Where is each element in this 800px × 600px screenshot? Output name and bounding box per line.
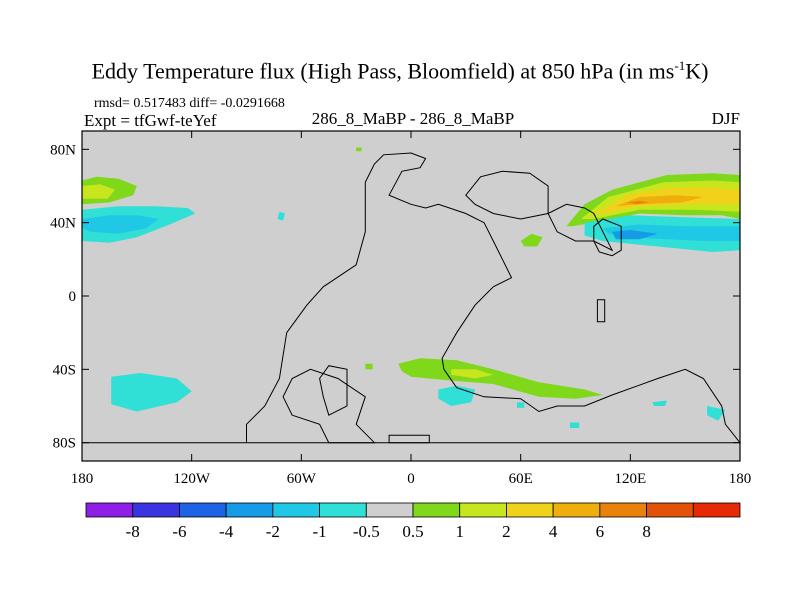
coastline-small-island	[596, 299, 606, 323]
center-label: 286_8_MaBP - 286_8_MaBP	[311, 109, 515, 128]
y-tick-label: 80S	[53, 436, 76, 452]
colorbar-label: 8	[642, 522, 651, 541]
colorbar-box	[506, 502, 554, 518]
colorbar-box	[552, 502, 601, 518]
colorbar-label: 6	[596, 522, 605, 541]
colorbar-box	[599, 502, 647, 518]
colorbar-label: 1	[455, 522, 464, 541]
colorbar-label: -6	[172, 522, 186, 541]
region-arctic-positive-dot	[356, 147, 362, 152]
region-nh-pacific-negative-core	[82, 215, 159, 234]
x-tick-label: 180	[729, 471, 752, 487]
colorbar-box	[225, 502, 274, 518]
y-tick-label: 40N	[50, 216, 76, 232]
region-sh-negative-dot-2	[570, 422, 580, 428]
title-superscript: -1	[674, 58, 686, 73]
colorbar-box	[692, 502, 741, 518]
region-sh-positive-dot	[365, 363, 373, 370]
colorbar-label: -2	[266, 522, 280, 541]
y-tick-label: 80N	[50, 142, 76, 158]
coastline-southern-peninsula	[319, 365, 348, 416]
x-tick-label: 180	[71, 471, 94, 487]
experiment-label: Expt = tfGwf-teYef	[84, 111, 217, 130]
region-nh-small-negative-patch	[277, 211, 285, 221]
region-sh-positive-band	[398, 358, 603, 399]
region-nh-eastern-negative-deep	[612, 230, 658, 240]
colorbar-label: -1	[312, 522, 326, 541]
x-tick-label: 0	[407, 471, 415, 487]
colorbar-box	[85, 502, 134, 518]
title-end: K)	[685, 58, 709, 84]
colorbar-box	[365, 502, 414, 518]
title-main: Eddy Temperature flux (High Pass, Bloomf…	[91, 58, 675, 84]
region-nh-small-positive-patch	[520, 233, 543, 247]
contour-regions	[82, 147, 740, 428]
colorbar-label: 4	[549, 522, 558, 541]
colorbar-box	[179, 502, 227, 518]
map-background	[82, 131, 740, 461]
coastline-northern-block	[465, 170, 614, 252]
coastline-main-continent	[82, 152, 742, 444]
region-nh-pacific-positive-core	[82, 184, 115, 199]
stats-label: rmsd= 0.517483 diff= -0.0291668	[94, 96, 285, 111]
region-nh-eastern-positive-peak	[626, 200, 649, 205]
x-tick-label: 60W	[287, 471, 317, 487]
region-sh-negative-dot-4	[707, 406, 726, 421]
region-sh-negative-dot-3	[652, 400, 667, 406]
chart-title: Eddy Temperature flux (High Pass, Bloomf…	[0, 58, 800, 84]
coastline-southern-inner	[282, 368, 376, 444]
colorbar-label: -4	[219, 522, 234, 541]
coastlines	[82, 152, 742, 444]
x-tick-label: 60E	[509, 471, 533, 487]
region-sh-negative-patch-pacific	[111, 373, 192, 412]
coastline-southern-strip	[388, 434, 430, 444]
region-sh-negative-dot-1	[517, 402, 525, 408]
x-tick-label: 120W	[173, 471, 211, 487]
colorbar-box	[646, 502, 694, 518]
colorbar-box	[319, 502, 367, 518]
colorbar-box	[459, 502, 507, 518]
y-tick-label: 0	[69, 289, 77, 305]
colorbar-box	[412, 502, 461, 518]
season-label: DJF	[711, 109, 740, 128]
coastline-east-boundary	[593, 218, 622, 257]
colorbar-box	[272, 502, 320, 518]
x-tick-label: 120E	[614, 471, 646, 487]
colorbar: -8 -6 -4 -2 -1 -0.5 0.5 1 2 4 6 8	[85, 502, 741, 541]
region-sh-positive-core	[451, 369, 494, 379]
colorbar-label: -8	[126, 522, 140, 541]
colorbar-label: -0.5	[353, 522, 380, 541]
axes: 180 120W 60W 0 60E 120E 180 80N 40N 0 40S 80S	[50, 131, 751, 487]
colorbar-box	[132, 502, 180, 518]
y-tick-label: 40S	[53, 362, 76, 378]
colorbar-label: 0.5	[402, 522, 423, 541]
colorbar-label: 2	[502, 522, 511, 541]
